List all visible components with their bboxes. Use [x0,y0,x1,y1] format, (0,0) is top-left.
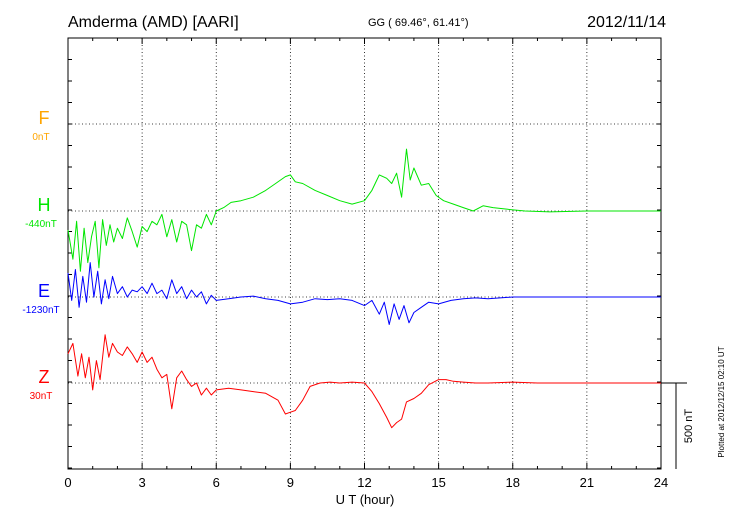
date-label: 2012/11/14 [587,14,666,31]
baseline-label-z: 30nT [30,391,53,402]
component-label-h: H [38,195,51,215]
coordinates-label: GG ( 69.46°, 61.41°) [368,17,469,29]
station-title: Amderma (AMD) [AARI] [68,14,239,31]
scale-bar-label: 500 nT [683,409,695,444]
series-h-line [67,148,661,272]
x-tick-label: 24 [654,475,668,490]
x-tick-labels: 0 3 6 9 12 15 18 21 24 [64,475,668,490]
series-z-line [67,334,661,429]
x-tick-label: 12 [357,475,371,490]
x-tick-label: 21 [580,475,594,490]
x-axis-label: U T (hour) [336,492,395,507]
x-tick-label: 18 [506,475,520,490]
baseline-label-h: -440nT [25,219,57,230]
traces [67,148,661,429]
baseline-label-f: 0nT [32,132,49,143]
baseline-label-e: -1230nT [22,305,59,316]
x-tick-label: 3 [139,475,146,490]
component-label-f: F [39,108,50,128]
x-tick-label: 9 [287,475,294,490]
component-label-e: E [38,281,50,301]
component-label-z: Z [39,367,50,387]
axis-ticks [67,37,662,469]
grid-lines [68,38,661,469]
series-e-line [67,262,661,325]
plotted-at-note: Plotted at 2012/12/15 02:10 UT [717,346,726,457]
x-tick-label: 0 [64,475,71,490]
x-tick-label: 15 [431,475,445,490]
scale-bar: 500 nT [661,382,695,469]
component-labels: F 0nT H -440nT E -1230nT Z 30nT [22,108,59,402]
x-tick-label: 6 [213,475,220,490]
plot-frame [67,37,662,470]
